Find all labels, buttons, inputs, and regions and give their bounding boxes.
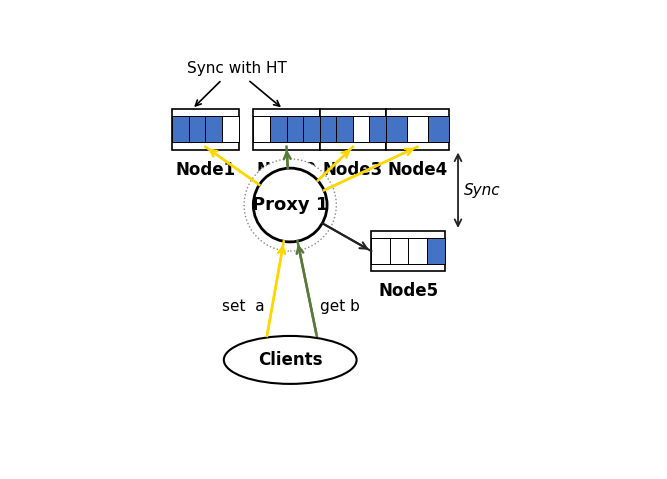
Bar (287, 116, 303, 142)
Bar (353, 116, 370, 142)
Bar (428, 116, 449, 142)
Bar (253, 116, 270, 142)
Circle shape (244, 159, 336, 251)
Bar (386, 116, 407, 142)
Bar (408, 238, 427, 264)
Bar (172, 116, 189, 142)
Bar (372, 231, 445, 272)
Bar (427, 238, 445, 264)
Bar (319, 116, 336, 142)
Text: Node4: Node4 (388, 161, 448, 179)
Text: Node1: Node1 (175, 161, 235, 179)
Bar (370, 116, 386, 142)
Bar (270, 116, 287, 142)
Text: Sync with HT: Sync with HT (187, 61, 287, 76)
Text: get b: get b (320, 299, 360, 314)
Bar (253, 109, 319, 150)
Bar (319, 109, 386, 150)
Bar (172, 109, 239, 150)
Text: Node5: Node5 (378, 283, 438, 300)
Text: Sync: Sync (464, 183, 500, 198)
Bar (303, 116, 319, 142)
Bar (189, 116, 205, 142)
Bar (336, 116, 353, 142)
Text: Node2: Node2 (256, 161, 317, 179)
Bar (386, 109, 449, 150)
Bar (390, 238, 408, 264)
Bar (222, 116, 239, 142)
Circle shape (253, 168, 327, 242)
Bar (205, 116, 222, 142)
Text: Node3: Node3 (323, 161, 383, 179)
Bar (372, 238, 390, 264)
Text: Proxy 1: Proxy 1 (252, 196, 328, 214)
Text: set  a: set a (222, 299, 265, 314)
Bar (407, 116, 428, 142)
Ellipse shape (224, 336, 357, 384)
Text: Clients: Clients (258, 351, 322, 369)
